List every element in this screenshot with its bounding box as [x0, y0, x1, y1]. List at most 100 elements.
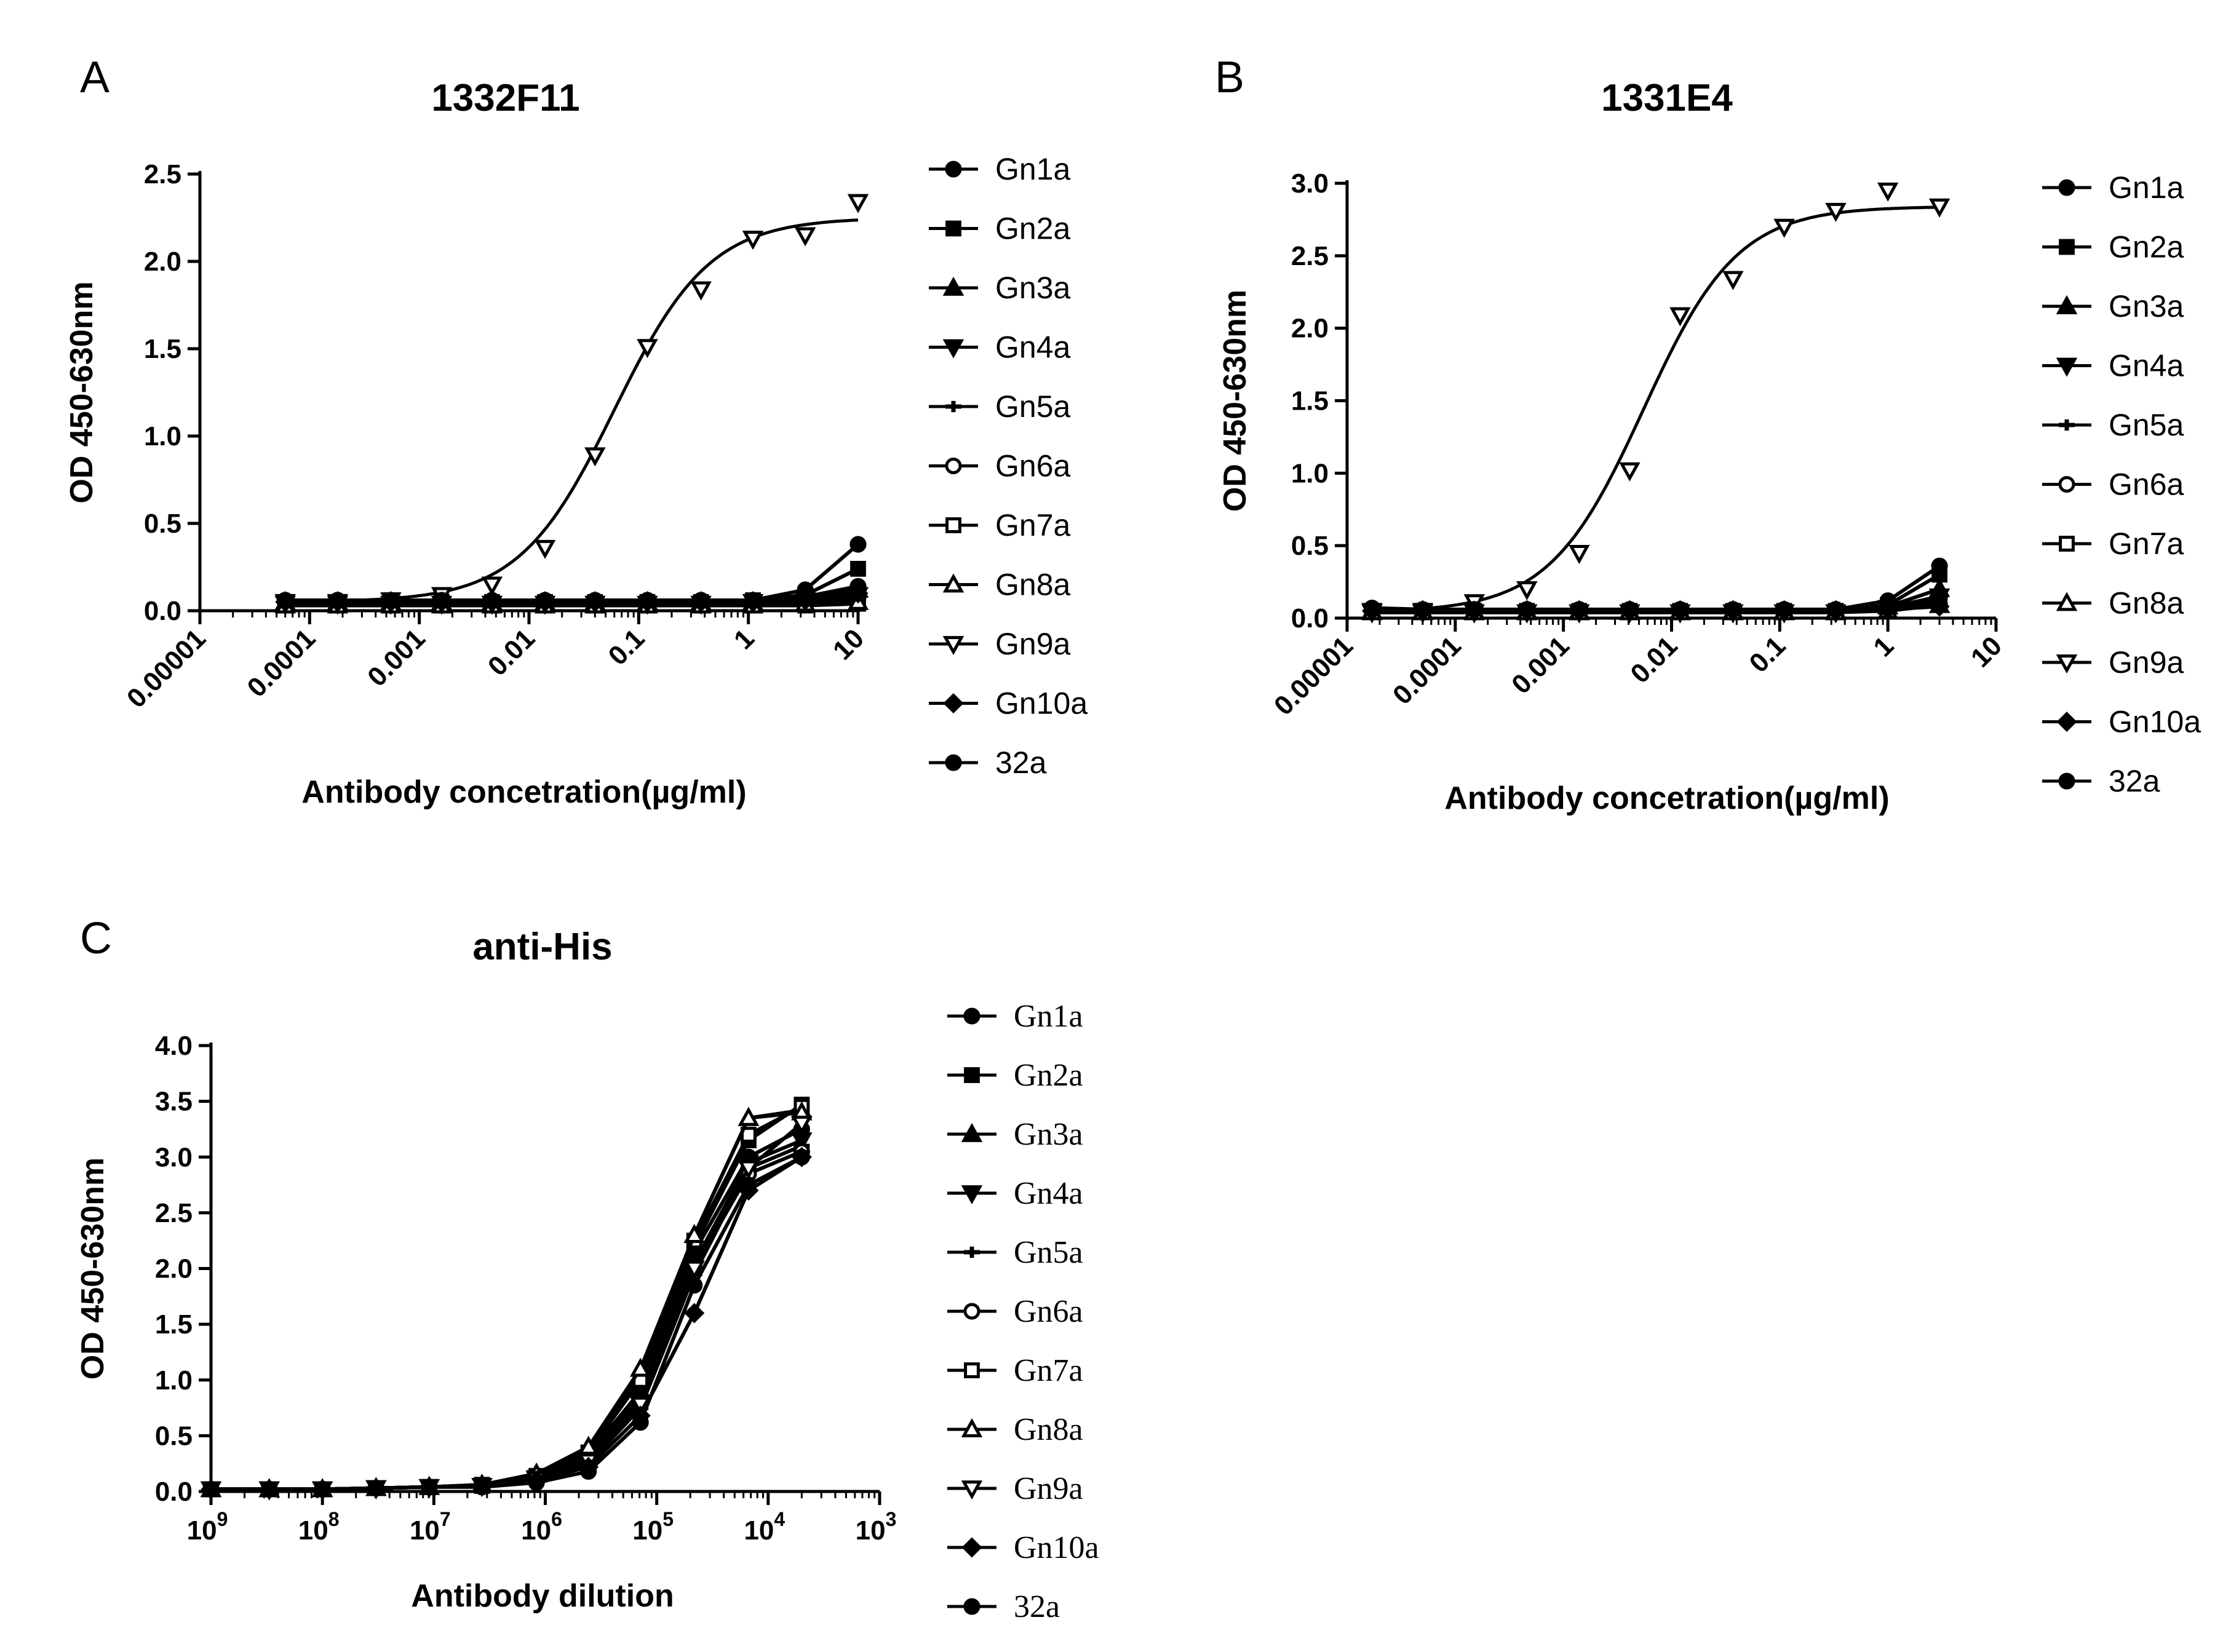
legend-marker	[2056, 654, 2078, 674]
legend-item: Gn10a	[947, 1530, 1099, 1565]
legend-label: Gn9a	[2109, 645, 2184, 680]
chart-title: 1332F11	[431, 77, 579, 119]
x-tick-label: 108	[298, 1508, 340, 1546]
data-point	[1877, 182, 1899, 202]
legend-marker	[963, 1007, 980, 1025]
data-point	[1825, 202, 1847, 222]
plot-area	[1361, 182, 1951, 624]
data-point	[849, 536, 867, 553]
legend-marker	[964, 1362, 980, 1378]
legend: Gn1a Gn2a Gn3a Gn4a Gn5a Gn6a Gn7a Gn8a Gn9a Gn10…	[947, 999, 1099, 1624]
legend-label: 32a	[995, 745, 1047, 780]
legend-label: Gn3a	[2109, 289, 2184, 324]
data-point	[683, 1223, 706, 1244]
legend-item: Gn8a	[929, 568, 1071, 602]
series-32a	[202, 1148, 810, 1498]
legend-label: Gn9a	[1014, 1471, 1083, 1506]
y-tick-label: 0.5	[1291, 531, 1329, 561]
y-tick-label: 1.0	[1291, 458, 1329, 488]
legend-marker	[943, 693, 964, 714]
data-point	[797, 588, 814, 605]
data-point	[793, 1148, 810, 1166]
tick-exponent: 8	[328, 1508, 340, 1530]
legend-item: Gn4a	[947, 1176, 1083, 1211]
legend-label: Gn2a	[1014, 1058, 1083, 1093]
legend-item: Gn7a	[947, 1353, 1083, 1388]
legend-item: Gn10a	[2042, 705, 2201, 739]
series-line	[285, 600, 859, 608]
data-point	[1931, 589, 1948, 606]
legend-marker	[945, 517, 961, 533]
legend-item: Gn10a	[929, 686, 1088, 721]
legend-item: Gn7a	[929, 508, 1071, 542]
legend-item: Gn9a	[929, 627, 1071, 661]
legend-label: Gn7a	[1014, 1353, 1083, 1388]
legend-item: Gn2a	[947, 1058, 1083, 1093]
legend-label: Gn4a	[995, 330, 1071, 365]
data-point	[261, 1480, 278, 1498]
plot-area	[200, 1097, 813, 1501]
legend-marker	[945, 161, 962, 178]
legend-label: Gn7a	[995, 508, 1071, 542]
legend-item: Gn5a	[2042, 408, 2184, 442]
data-point	[580, 1463, 597, 1480]
legend-marker	[945, 457, 962, 475]
legend-item: Gn8a	[2042, 586, 2184, 621]
data-point	[738, 1160, 760, 1180]
legend-item: Gn1a	[929, 152, 1071, 186]
data-point	[578, 1436, 599, 1455]
legend-label: Gn5a	[1014, 1235, 1083, 1270]
legend-marker	[964, 1246, 980, 1258]
data-point	[367, 1480, 384, 1497]
legend-item: Gn2a	[2042, 230, 2184, 264]
legend-label: Gn8a	[1014, 1412, 1083, 1447]
legend-item: Gn2a	[929, 212, 1071, 246]
data-point	[1569, 545, 1590, 565]
x-axis-label: Antibody concetration(µg/ml)	[301, 774, 746, 810]
data-point	[1516, 581, 1538, 601]
tick-exponent: 7	[440, 1508, 451, 1530]
legend-label: Gn2a	[995, 212, 1071, 246]
data-point	[1570, 601, 1588, 618]
data-point	[684, 1303, 705, 1324]
data-point	[202, 1480, 220, 1498]
legend-label: 32a	[1014, 1589, 1060, 1624]
y-tick-label: 3.5	[155, 1087, 193, 1117]
legend: Gn1a Gn2a Gn3a Gn4a Gn5a Gn6a Gn7a Gn8a Gn9a Gn10…	[929, 152, 1088, 780]
chart-title: anti-His	[472, 926, 612, 968]
legend-label: Gn9a	[995, 627, 1071, 661]
y-tick-label: 0.5	[155, 1421, 193, 1451]
legend-label: Gn5a	[995, 389, 1071, 424]
data-point	[534, 539, 556, 559]
legend-marker	[2059, 239, 2075, 255]
legend-marker	[964, 1067, 980, 1083]
legend-item: Gn1a	[2042, 170, 2184, 205]
x-axis-label: Antibody dilution	[411, 1578, 674, 1614]
panel-a: A 1332F11 OD 450-630nm Antibody concetra…	[64, 53, 1088, 810]
data-point	[1724, 601, 1741, 618]
legend-item: Gn3a	[929, 271, 1071, 305]
data-point	[536, 592, 554, 609]
legend-marker	[2056, 295, 2078, 314]
panel-letter: C	[80, 914, 112, 963]
legend-marker	[2058, 475, 2075, 493]
legend-marker	[2058, 772, 2075, 790]
legend-marker	[945, 754, 962, 771]
data-point	[637, 339, 658, 359]
data-point	[629, 1357, 651, 1377]
y-tick-label: 4.0	[155, 1031, 193, 1061]
legend-item: 32a	[2042, 764, 2160, 798]
y-tick-label: 2.0	[1291, 314, 1329, 344]
legend-item: Gn3a	[2042, 289, 2184, 324]
legend-item: Gn9a	[947, 1471, 1083, 1506]
legend-item: Gn4a	[2042, 349, 2184, 383]
legend-label: Gn1a	[2109, 170, 2184, 205]
legend-item: 32a	[947, 1589, 1060, 1624]
data-point	[683, 1260, 706, 1280]
data-point	[690, 281, 712, 301]
data-point	[1619, 462, 1640, 482]
data-point	[584, 447, 606, 467]
y-tick-label: 1.0	[144, 421, 181, 451]
x-axis-label: Antibody concetration(µg/ml)	[1444, 780, 1889, 816]
tick-exponent: 6	[551, 1508, 562, 1530]
